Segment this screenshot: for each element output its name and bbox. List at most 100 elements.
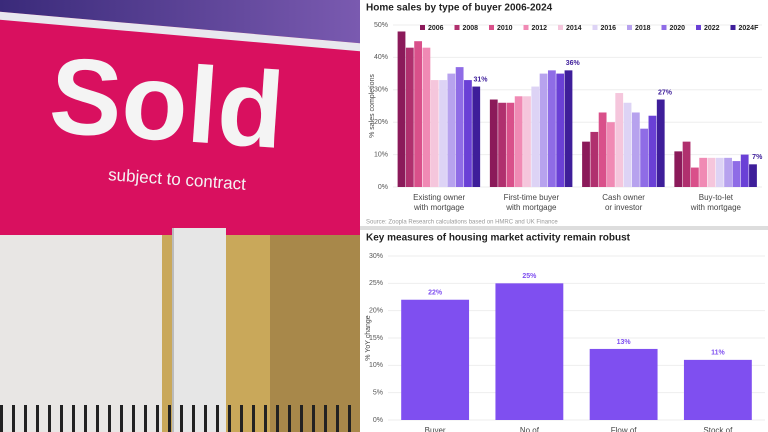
x-tick-label: Stock of: [703, 426, 733, 432]
bar: [498, 102, 506, 187]
value-label: 7%: [752, 154, 763, 161]
y-tick-label: 0%: [373, 417, 383, 424]
legend-label: 2006: [428, 25, 444, 32]
bar: [690, 167, 699, 187]
legend-swatch: [420, 25, 425, 30]
legend-swatch: [523, 25, 529, 30]
y-tick-label: 20%: [369, 308, 383, 315]
value-label: 13%: [617, 339, 632, 346]
legend-swatch: [558, 25, 563, 30]
bar: [514, 96, 523, 187]
bar: [590, 131, 599, 187]
value-label: 22%: [428, 290, 443, 297]
y-tick-label: 40%: [374, 54, 388, 61]
bar: [430, 80, 439, 187]
y-tick-label: 25%: [369, 280, 383, 287]
chart-title: Key measures of housing market activity …: [366, 233, 631, 244]
bar: [506, 102, 515, 187]
bar: [749, 164, 757, 187]
bar: [732, 161, 741, 187]
post: [172, 228, 226, 432]
legend-label: 2018: [635, 25, 651, 32]
bar: [397, 31, 406, 188]
legend-swatch: [696, 25, 701, 30]
bar: [523, 96, 531, 187]
y-tick-label: 20%: [374, 119, 388, 126]
bar: [674, 151, 683, 187]
legend-swatch: [592, 25, 598, 30]
legend-swatch: [730, 25, 736, 30]
y-axis-label: % sales completions: [369, 74, 376, 138]
y-tick-label: 50%: [374, 22, 388, 29]
bar: [556, 73, 565, 187]
bar: [682, 141, 691, 187]
y-axis-label: % YoY change: [365, 315, 372, 361]
y-tick-label: 0%: [378, 184, 388, 191]
legend-label: 2016: [601, 25, 617, 32]
bar: [401, 299, 470, 420]
legend-swatch: [661, 25, 667, 30]
bar: [631, 112, 640, 187]
value-label: 25%: [522, 273, 537, 280]
bar: [405, 47, 414, 188]
legend-label: 2012: [532, 25, 548, 32]
bar: [547, 70, 556, 187]
x-tick-label: Buy-to-let with mortgage: [690, 193, 741, 212]
legend-label: 2020: [670, 25, 686, 32]
y-tick-label: 10%: [374, 151, 388, 158]
y-tick-label: 30%: [374, 87, 388, 94]
y-tick-label: 30%: [369, 253, 383, 260]
legend-label: 2022: [704, 25, 720, 32]
legend-swatch: [454, 25, 460, 30]
x-tick-label: Existing owner with mortgage: [413, 193, 466, 212]
x-tick-label: Flow of: [610, 426, 637, 432]
bar: [640, 128, 649, 187]
bar: [648, 115, 657, 187]
bar: [531, 86, 540, 187]
value-label: 27%: [658, 89, 673, 96]
bar: [656, 99, 665, 187]
value-label: 11%: [711, 350, 725, 357]
source: Source: Zoopla Research calculations bas…: [366, 220, 558, 226]
bar: [598, 112, 607, 187]
bar: [495, 283, 564, 420]
bar: [489, 99, 498, 187]
photo: Sold subject to contract: [0, 0, 360, 432]
bar: [683, 359, 752, 420]
bar: [422, 47, 431, 188]
bar: [615, 93, 624, 187]
legend-swatch: [627, 25, 632, 30]
bar: [564, 70, 573, 187]
legend-label: 2010: [497, 25, 513, 32]
bar: [623, 102, 632, 187]
x-tick-label: Cash owner or investor: [602, 193, 645, 212]
bar: [414, 41, 423, 188]
bar: [582, 141, 590, 187]
fence: [0, 405, 360, 432]
value-label: 31%: [473, 76, 488, 83]
bar: [439, 80, 447, 187]
value-label: 36%: [566, 60, 581, 67]
bar: [607, 122, 615, 187]
bar: [699, 157, 708, 187]
bar: [455, 67, 464, 187]
bar: [472, 86, 481, 187]
x-tick-label: No of: [519, 426, 539, 432]
bar: [464, 80, 472, 187]
chart-title: Home sales by type of buyer 2006-2024: [366, 3, 553, 14]
legend-label: 2014: [566, 25, 582, 32]
legend-label: 2008: [463, 25, 479, 32]
bar: [539, 73, 548, 187]
bar: [740, 154, 749, 187]
y-tick-label: 15%: [369, 335, 383, 342]
bar: [589, 348, 658, 420]
y-tick-label: 5%: [373, 390, 383, 397]
x-tick-label: First-time buyer with mortgage: [503, 193, 560, 212]
bar: [707, 157, 716, 187]
legend-swatch: [489, 25, 494, 30]
bar: [715, 157, 724, 187]
y-tick-label: 10%: [369, 362, 383, 369]
x-tick-label: Buyer: [424, 426, 446, 432]
